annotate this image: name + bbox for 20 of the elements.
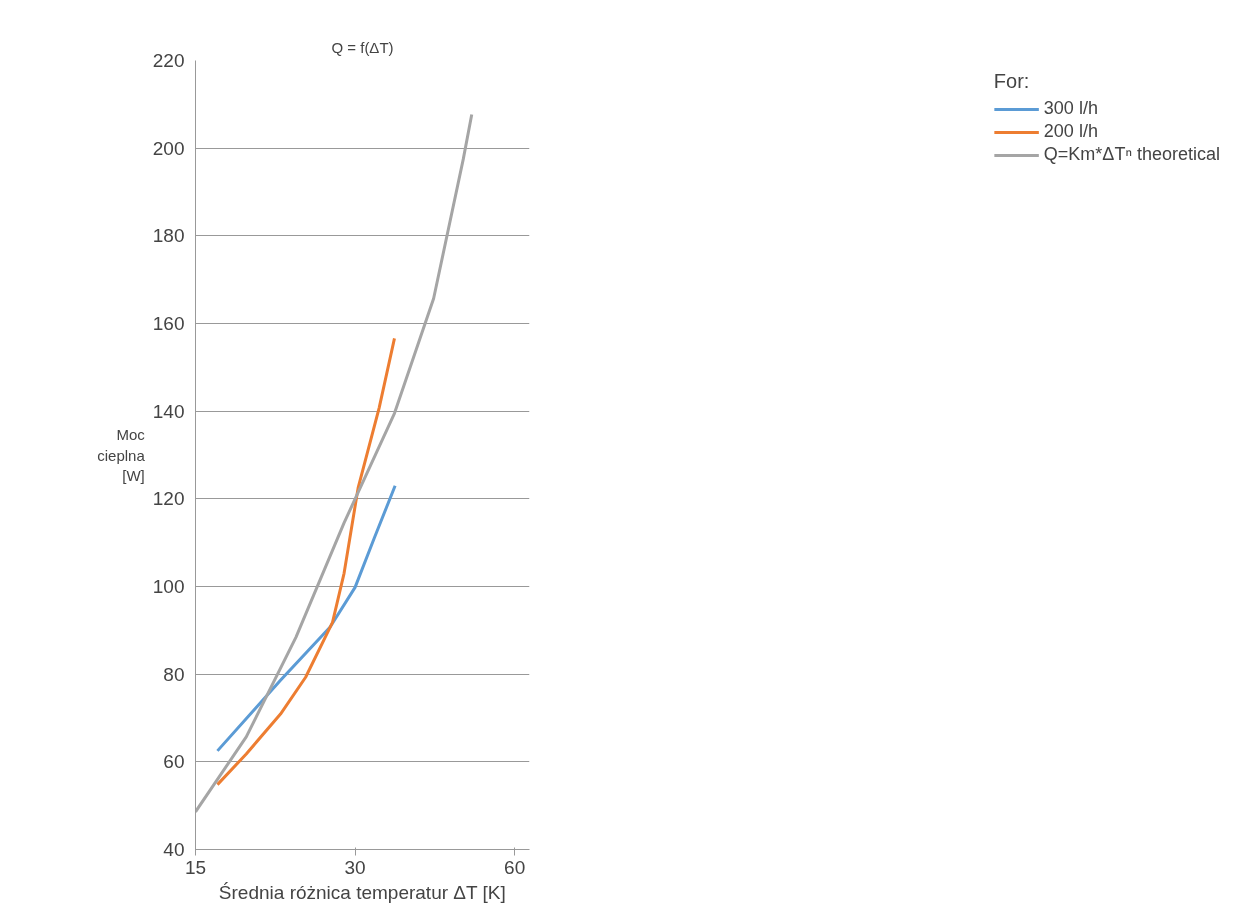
chart-title: Q = f(ΔT): [331, 38, 394, 56]
y-tick-label: 100: [152, 576, 185, 597]
x-axis-title: Średnia różnica temperatur ΔT [K]: [218, 881, 506, 903]
y-tick-label: 140: [152, 400, 185, 422]
x-tick-label: 30: [344, 856, 366, 878]
y-tick-label: 160: [152, 313, 185, 334]
y-axis-title: Moc cieplna [W]: [97, 426, 146, 484]
legend-label: Q=Km*ΔTⁿ theoretical: [1043, 144, 1220, 165]
y-tick-label: 200: [152, 137, 185, 159]
y-tick-label: 220: [152, 50, 185, 71]
y-tick-label: 120: [152, 488, 185, 510]
legend-label: 200 l/h: [1043, 121, 1098, 142]
y-tick-label: 40: [163, 839, 185, 860]
y-tick-label: 180: [152, 225, 185, 247]
x-tick-label: 60: [504, 856, 526, 878]
legend-label: 300 l/h: [1043, 98, 1098, 119]
y-tick-label: 60: [163, 751, 185, 773]
y-tick-label: 80: [163, 663, 185, 685]
legend-title: For:: [993, 70, 1031, 93]
x-tick-label: 15: [184, 856, 207, 878]
